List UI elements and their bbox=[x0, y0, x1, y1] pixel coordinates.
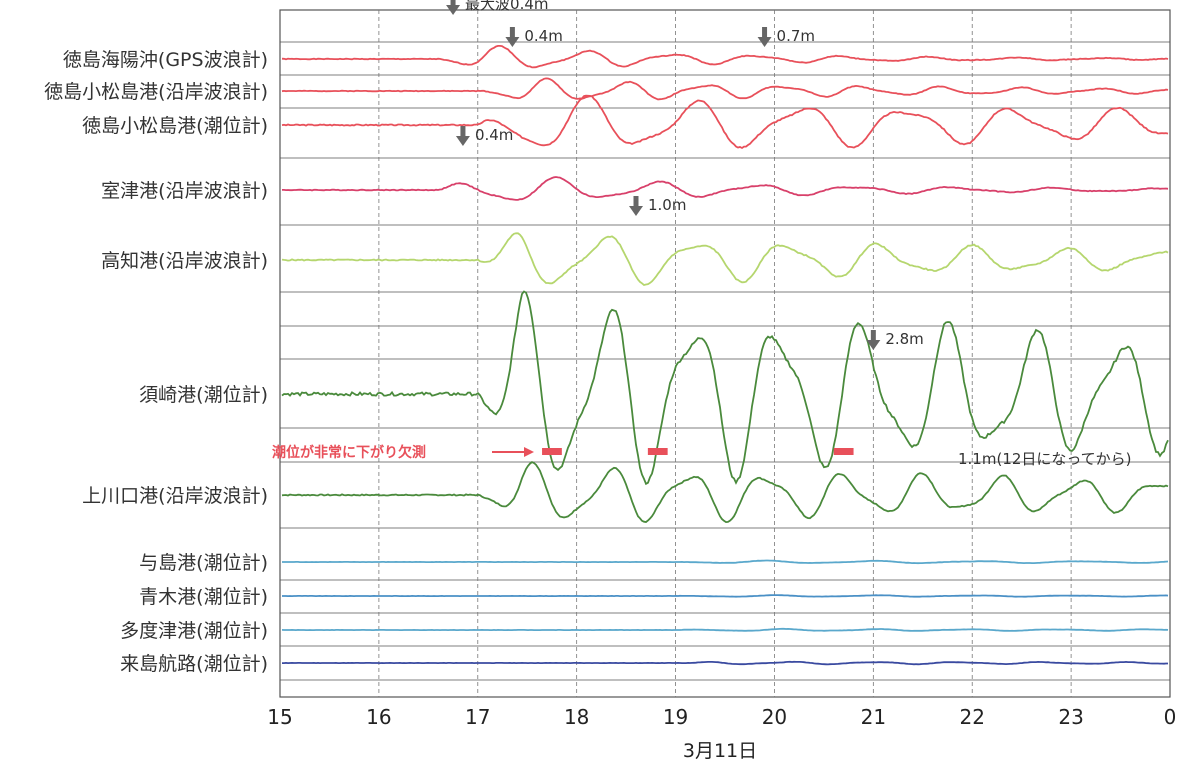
x-tick-label: 0 bbox=[1164, 705, 1177, 729]
x-axis-label: 3月11日 bbox=[683, 740, 757, 762]
arrow-head bbox=[757, 37, 772, 47]
series-line bbox=[281, 94, 1169, 150]
series-line bbox=[282, 660, 1168, 666]
station-label: 多度津港(潮位計) bbox=[120, 620, 268, 642]
arrow-shaft bbox=[633, 196, 639, 208]
series-line bbox=[281, 461, 1169, 524]
station-label: 青木港(潮位計) bbox=[139, 586, 268, 608]
series-line bbox=[281, 232, 1169, 286]
missing-note: 潮位が非常に下がり欠測 bbox=[272, 444, 426, 461]
arrow-shaft bbox=[870, 330, 876, 342]
missing-interval-bar bbox=[647, 448, 668, 455]
missing-arrow-head bbox=[524, 447, 534, 457]
plot-frame bbox=[279, 9, 1171, 698]
missing-interval-bar bbox=[542, 448, 562, 455]
series-line bbox=[282, 559, 1169, 565]
x-tick-label: 17 bbox=[465, 705, 490, 729]
arrow-shaft bbox=[509, 27, 515, 39]
station-label: 高知港(沿岸波浪計) bbox=[101, 250, 268, 272]
arrow-shaft bbox=[460, 126, 466, 138]
station-label: 徳島小松島港(潮位計) bbox=[82, 115, 268, 137]
x-tick-label: 20 bbox=[762, 705, 787, 729]
annotation-label: 1.1m(12日になってから) bbox=[958, 450, 1132, 468]
station-label: 須崎港(潮位計) bbox=[139, 384, 268, 406]
arrow-shaft bbox=[450, 0, 456, 7]
series-line bbox=[281, 627, 1169, 632]
arrow-head bbox=[629, 206, 643, 216]
annotation-label: 0.4m bbox=[475, 126, 513, 144]
station-label: 徳島小松島港(沿岸波浪計) bbox=[44, 81, 268, 103]
series-line bbox=[281, 45, 1169, 69]
x-tick-label: 22 bbox=[959, 705, 984, 729]
annotation-label: 0.7m bbox=[777, 27, 815, 45]
annotations: 最大波0.4m 0.4m 0.7m 0.4m 1.0m 2.8m 1.1m(12日になってか… bbox=[446, 0, 1132, 468]
series-line bbox=[282, 594, 1169, 598]
series-line bbox=[282, 176, 1169, 201]
x-tick-label: 15 bbox=[267, 705, 292, 729]
x-tick-label: 21 bbox=[861, 705, 886, 729]
series-line bbox=[281, 290, 1169, 486]
station-labels: 徳島海陽沖(GPS波浪計) 徳島小松島港(沿岸波浪計) 徳島小松島港(潮位計) 室津港… bbox=[44, 49, 268, 675]
annotation-label: 0.4m bbox=[524, 27, 562, 45]
arrow-head bbox=[866, 340, 881, 350]
annotation-label: 1.0m bbox=[648, 196, 686, 214]
x-tick-label: 16 bbox=[366, 705, 391, 729]
waveform-series-group bbox=[281, 45, 1169, 666]
station-label: 与島港(潮位計) bbox=[139, 552, 268, 574]
annotation-label: 2.8m bbox=[885, 330, 923, 348]
station-label: 室津港(沿岸波浪計) bbox=[101, 180, 268, 202]
missing-interval-bar bbox=[833, 448, 854, 455]
x-axis-ticks: 15 16 17 18 19 20 21 22 23 0 bbox=[267, 705, 1176, 729]
arrow-head bbox=[455, 136, 470, 146]
arrow-head bbox=[505, 37, 520, 47]
missing-data-markers: 潮位が非常に下がり欠測 bbox=[272, 444, 854, 461]
x-tick-label: 19 bbox=[663, 705, 688, 729]
arrow-head bbox=[446, 5, 461, 15]
station-label: 上川口港(沿岸波浪計) bbox=[82, 485, 268, 507]
station-label: 徳島海陽沖(GPS波浪計) bbox=[63, 49, 268, 71]
chart-grid bbox=[279, 9, 1171, 698]
x-tick-label: 23 bbox=[1058, 705, 1083, 729]
series-line bbox=[281, 77, 1169, 101]
x-tick-label: 18 bbox=[564, 705, 589, 729]
station-label: 来島航路(潮位計) bbox=[120, 653, 268, 675]
arrow-shaft bbox=[762, 27, 768, 39]
annotation-label: 最大波0.4m bbox=[465, 0, 548, 13]
